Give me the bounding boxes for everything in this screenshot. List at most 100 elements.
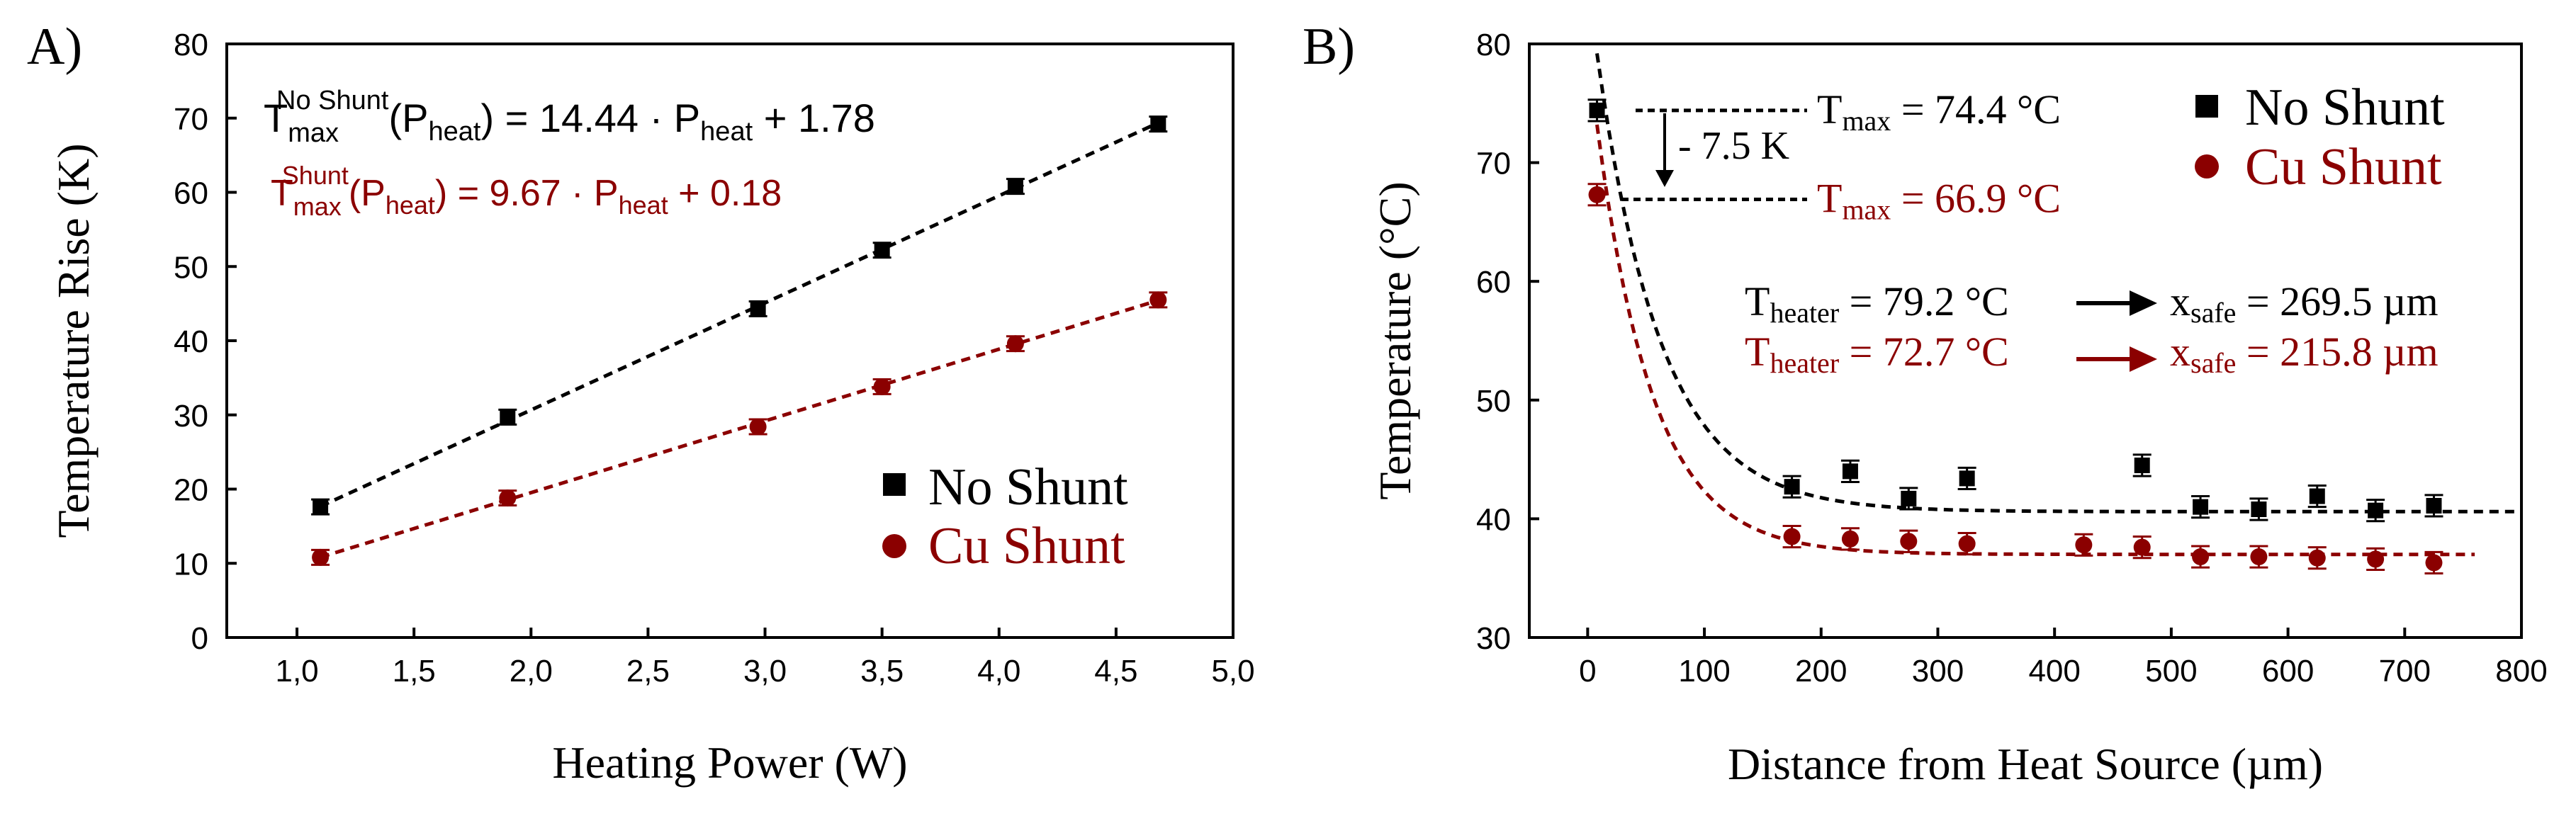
y-tick-label: 80	[1476, 28, 1511, 62]
data-point-no-shunt	[1840, 459, 1860, 483]
legend-b-cu-shunt-label: Cu Shunt	[2245, 138, 2442, 196]
panel-a-label: A)	[27, 18, 82, 76]
y-tick-label: 60	[174, 176, 208, 211]
data-point-no-shunt	[1006, 178, 1025, 196]
panel-b-label: B)	[1303, 18, 1355, 76]
data-point-cu-shunt	[498, 489, 517, 507]
y-tick-label: 30	[1476, 621, 1511, 656]
y-tick-label: 40	[1476, 502, 1511, 537]
data-point-cu-shunt	[2132, 536, 2152, 560]
data-point-no-shunt	[1587, 98, 1607, 123]
y-tick-label: 10	[174, 547, 208, 582]
legend-b-no-shunt-marker	[2195, 95, 2218, 118]
data-point-cu-shunt	[1840, 527, 1860, 551]
plot-a-y-ticks: 0 10 20 30 40 50 60 70 80	[174, 28, 237, 656]
y-tick-label: 40	[174, 324, 208, 359]
data-point-cu-shunt	[2424, 550, 2443, 574]
y-tick-label: 0	[191, 621, 208, 656]
x-tick-label: 4,5	[1094, 654, 1137, 688]
x-tick-label: 5,0	[1211, 654, 1254, 688]
data-point-no-shunt	[1782, 475, 1801, 499]
data-point-no-shunt	[2191, 495, 2210, 519]
plot-b-x-ticks: 0 100 200 300 400 500 600 700 800	[1579, 628, 2548, 688]
y-tick-label: 50	[1476, 384, 1511, 419]
y-tick-label: 50	[174, 250, 208, 285]
data-point-cu-shunt	[1782, 524, 1801, 549]
x-tick-label: 4,0	[977, 654, 1020, 688]
data-point-cu-shunt	[748, 418, 767, 436]
legend-b-cu-shunt-marker	[2195, 154, 2219, 178]
y-tick-label: 70	[174, 102, 208, 137]
plot-b-frame	[1528, 42, 2523, 639]
theater-no-shunt-label: Theater = 79.2 °C	[1745, 278, 2009, 329]
fit-line-cu-shunt	[1595, 124, 2475, 557]
legend-a-no-shunt-marker	[883, 473, 906, 496]
xsafe-no-shunt-label: xsafe = 269.5 µm	[2170, 278, 2439, 329]
x-tick-label: 800	[2495, 654, 2547, 688]
legend-a-no-shunt-label: No Shunt	[928, 458, 1128, 516]
heater-annotations: Theater = 79.2 °C xsafe = 269.5 µm Theat…	[1745, 278, 2439, 379]
x-tick-label: 300	[1912, 654, 1964, 688]
arrow-right-icon	[2130, 290, 2157, 316]
fit-line-cu-shunt	[320, 298, 1159, 560]
x-tick-label: 1,5	[393, 654, 436, 688]
y-tick-label: 70	[1476, 147, 1511, 181]
data-point-no-shunt	[2307, 484, 2327, 509]
x-tick-label: 0	[1579, 654, 1596, 688]
x-tick-label: 100	[1678, 654, 1730, 688]
data-point-cu-shunt	[2191, 545, 2210, 569]
legend-b-no-shunt-label: No Shunt	[2245, 79, 2445, 137]
equation-cu-shunt: TmaxShunt(Pheat) = 9.67 · Pheat + 0.18	[271, 161, 782, 221]
x-tick-label: 400	[2028, 654, 2080, 688]
x-tick-label: 600	[2262, 654, 2314, 688]
data-point-no-shunt	[748, 300, 767, 317]
data-point-cu-shunt	[2307, 546, 2327, 570]
data-point-cu-shunt	[2366, 547, 2385, 571]
x-tick-label: 3,0	[743, 654, 787, 688]
plot-b-x-axis-label: Distance from Heat Source (µm)	[1728, 739, 2323, 789]
delta-temperature-label: - 7.5 K	[1678, 124, 1789, 168]
delta-arrow-head-icon	[1655, 170, 1674, 187]
plot-a-data-points	[311, 115, 1168, 566]
tmax-annotations: - 7.5 K Tmax = 74.4 °C Tmax = 66.9 °C	[1621, 86, 2061, 226]
legend-a-cu-shunt-label: Cu Shunt	[928, 517, 1125, 575]
data-point-no-shunt	[2424, 494, 2443, 518]
data-point-cu-shunt	[1006, 335, 1025, 353]
data-point-cu-shunt	[2074, 533, 2093, 557]
data-point-cu-shunt	[311, 548, 330, 566]
data-point-no-shunt	[498, 408, 517, 426]
x-tick-label: 700	[2379, 654, 2431, 688]
theater-cu-shunt-label: Theater = 72.7 °C	[1745, 329, 2009, 379]
data-point-cu-shunt	[1587, 183, 1607, 207]
data-point-no-shunt	[872, 242, 892, 259]
plot-a-y-axis-label: Temperature Rise (K)	[48, 143, 99, 538]
data-point-cu-shunt	[872, 378, 892, 395]
data-point-no-shunt	[1899, 487, 1918, 511]
y-tick-label: 60	[1476, 265, 1511, 300]
x-tick-label: 500	[2145, 654, 2197, 688]
x-tick-label: 200	[1795, 654, 1847, 688]
data-point-no-shunt	[1957, 466, 1976, 490]
plot-a-x-ticks: 1,0 1,5 2,0 2,5 3,0 3,5 4,0 4,5 5,0	[275, 628, 1255, 688]
data-point-no-shunt	[2132, 453, 2152, 477]
plot-a-x-axis-label: Heating Power (W)	[552, 737, 907, 788]
y-tick-label: 80	[174, 28, 208, 62]
data-point-no-shunt	[2249, 497, 2268, 521]
x-tick-label: 3,5	[860, 654, 904, 688]
x-tick-label: 1,0	[275, 654, 318, 688]
xsafe-cu-shunt-label: xsafe = 215.8 µm	[2170, 329, 2439, 379]
data-point-no-shunt	[2366, 499, 2385, 523]
tmax-cu-shunt-label: Tmax = 66.9 °C	[1817, 176, 2061, 226]
data-point-cu-shunt	[1957, 532, 1976, 556]
legend-a-cu-shunt-marker	[882, 534, 906, 558]
fit-line-no-shunt	[1595, 53, 2521, 514]
plot-b-y-axis-label: Temperature (°C)	[1370, 181, 1420, 499]
plot-a-legend: No Shunt Cu Shunt	[882, 458, 1128, 575]
x-tick-label: 2,5	[626, 654, 670, 688]
data-point-cu-shunt	[2249, 545, 2268, 569]
data-point-cu-shunt	[1899, 529, 1918, 553]
data-point-no-shunt	[311, 498, 330, 516]
data-point-cu-shunt	[1149, 291, 1168, 309]
plot-b-data-points	[1587, 98, 2443, 574]
